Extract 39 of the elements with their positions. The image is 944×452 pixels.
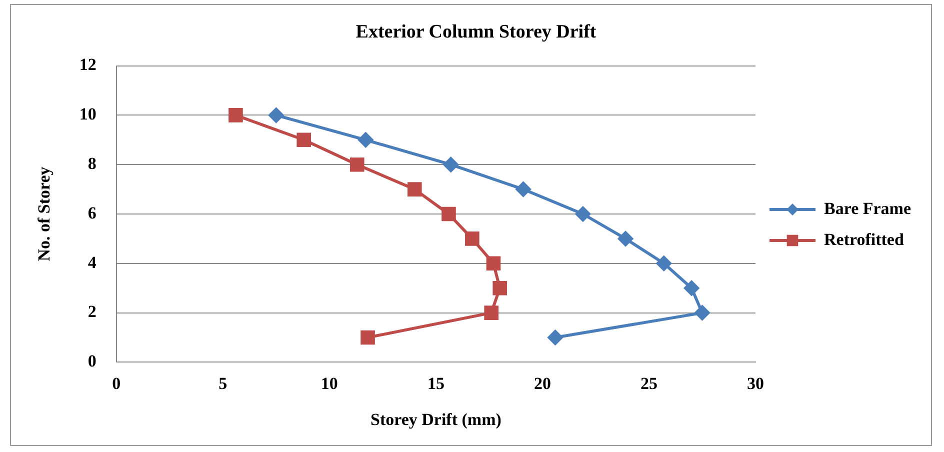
x-tick-label: 10 bbox=[320, 374, 338, 393]
point bbox=[268, 108, 284, 123]
y-tick-label: 4 bbox=[88, 252, 97, 272]
point bbox=[694, 305, 710, 320]
point bbox=[575, 206, 590, 222]
point bbox=[407, 182, 422, 196]
x-tick-label: 15 bbox=[427, 374, 444, 393]
point bbox=[228, 108, 243, 122]
legend-label: Retrofitted bbox=[824, 230, 904, 249]
x-tick-label: 0 bbox=[112, 374, 121, 393]
point bbox=[350, 157, 364, 172]
chart-title: Exterior Column Storey Drift bbox=[356, 21, 597, 42]
point bbox=[618, 231, 634, 246]
point bbox=[492, 280, 508, 296]
y-axis-title: No. of Storey bbox=[34, 166, 54, 262]
point bbox=[465, 232, 480, 246]
point bbox=[296, 132, 312, 148]
point bbox=[684, 280, 700, 296]
x-tick-label: 20 bbox=[534, 374, 551, 393]
x-tick-label: 5 bbox=[218, 374, 228, 393]
y-tick-label: 12 bbox=[79, 55, 96, 74]
x-tick-label: 30 bbox=[746, 374, 764, 393]
y-tick-label: 2 bbox=[88, 302, 96, 322]
point bbox=[442, 206, 456, 222]
x-tick-label: 25 bbox=[640, 374, 658, 393]
point bbox=[516, 182, 531, 197]
point bbox=[484, 306, 498, 320]
y-tick-label: 0 bbox=[88, 352, 96, 371]
point bbox=[548, 330, 563, 345]
y-tick-label: 8 bbox=[88, 154, 96, 173]
point bbox=[486, 256, 501, 271]
point bbox=[443, 157, 458, 172]
legend-label: Bare Frame bbox=[824, 198, 912, 218]
x-axis-title: Storey Drift (mm) bbox=[370, 410, 502, 430]
y-tick-label: 6 bbox=[88, 203, 96, 222]
y-tick-label: 10 bbox=[79, 104, 96, 124]
point bbox=[656, 256, 672, 271]
point bbox=[358, 132, 374, 148]
point bbox=[360, 330, 375, 345]
